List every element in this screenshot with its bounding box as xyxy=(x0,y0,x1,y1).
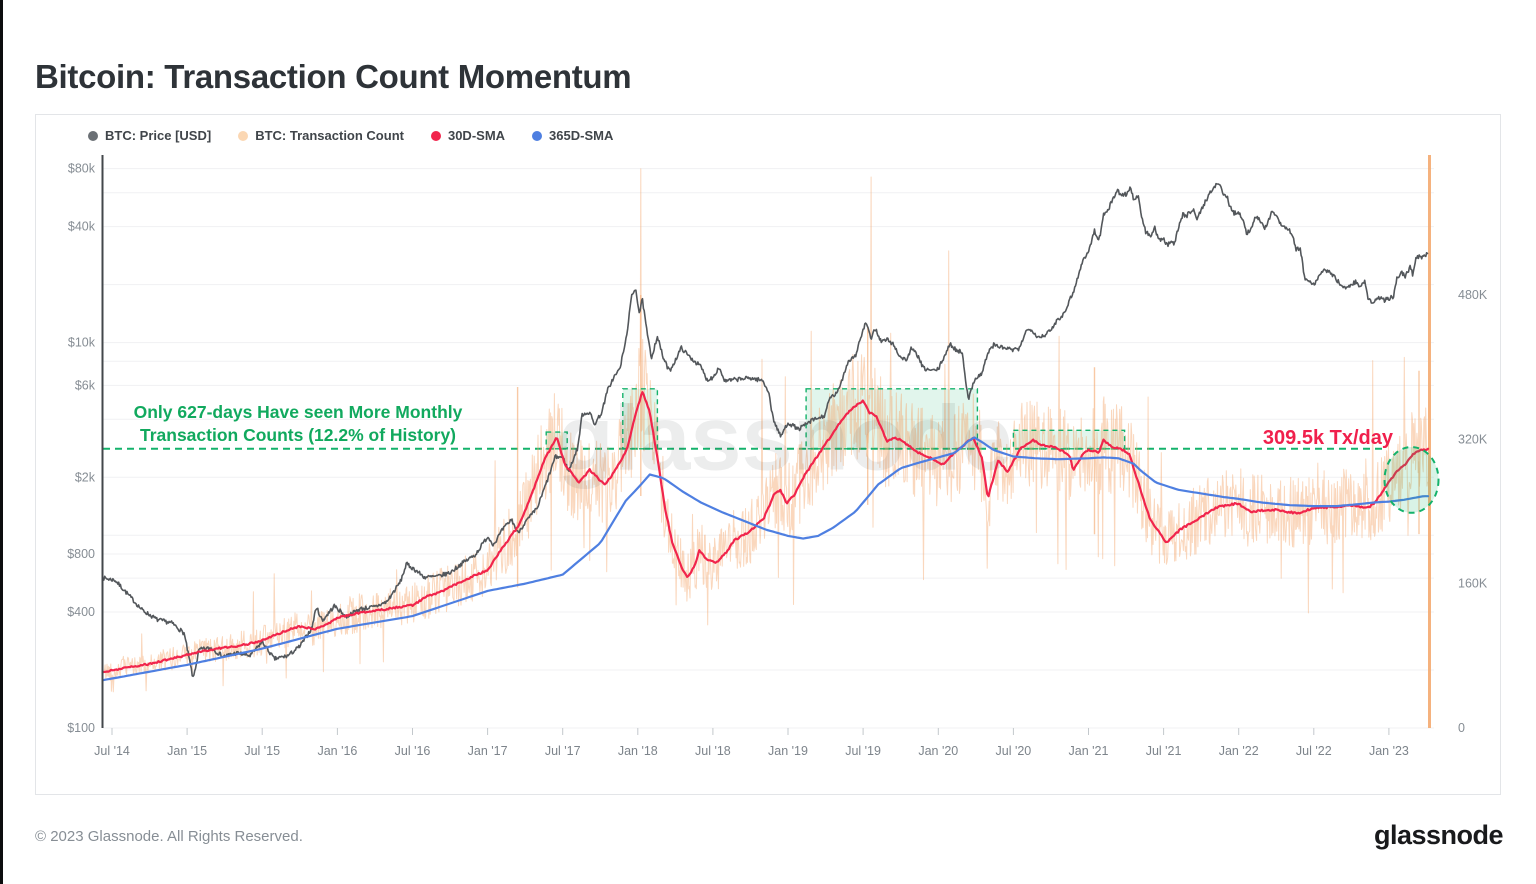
left-axis-tick-label: $40k xyxy=(68,220,96,234)
annotation-green-line1: Only 627-days Have seen More Monthly xyxy=(133,402,463,422)
left-axis-tick-label: $2k xyxy=(75,470,96,484)
annotation-green-line2: Transaction Counts (12.2% of History) xyxy=(139,425,457,445)
right-axis-tick-label: 160K xyxy=(1458,577,1488,591)
x-axis-tick-label: Jan '18 xyxy=(618,744,658,758)
x-axis-tick-label: Jul '18 xyxy=(695,744,731,758)
chart-card: BTC: Price [USD] BTC: Transaction Count 30… xyxy=(35,114,1501,795)
x-axis-tick-label: Jul '19 xyxy=(845,744,881,758)
window-edge xyxy=(0,0,3,884)
x-axis-tick-label: Jan '23 xyxy=(1369,744,1409,758)
x-axis-tick-label: Jul '21 xyxy=(1146,744,1182,758)
legend-item-btc-transaction-count[interactable]: BTC: Transaction Count xyxy=(238,128,404,143)
annotation-red: 309.5k Tx/day xyxy=(1262,427,1393,449)
chart-canvas[interactable]: glassnode $80k $40k $10k $6k $2k $800 $400 $100 4… xyxy=(36,115,1500,794)
legend-label: 365D-SMA xyxy=(549,128,614,143)
page-title: Bitcoin: Transaction Count Momentum xyxy=(35,58,632,96)
right-axis-tick-label: 320K xyxy=(1458,432,1488,446)
x-axis-tick-label: Jan '15 xyxy=(167,744,207,758)
left-axis-tick-label: $6k xyxy=(75,378,96,392)
x-axis-tick-label: Jul '22 xyxy=(1296,744,1332,758)
x-axis-tick-label: Jan '16 xyxy=(317,744,357,758)
x-axis-tick-label: Jul '15 xyxy=(244,744,280,758)
x-axis-tick-label: Jan '21 xyxy=(1069,744,1109,758)
left-axis-tick-label: $400 xyxy=(67,605,95,619)
x-axis-tick-label: Jan '22 xyxy=(1219,744,1259,758)
x-axis-tick-label: Jul '16 xyxy=(395,744,431,758)
legend-label: BTC: Price [USD] xyxy=(105,128,212,143)
legend-dot-icon xyxy=(238,130,249,141)
right-axis-tick-label: 0 xyxy=(1458,721,1465,735)
left-axis-tick-label: $10k xyxy=(68,336,96,350)
left-axis-tick-label: $80k xyxy=(68,162,96,176)
brand-wordmark: glassnode xyxy=(1373,820,1504,850)
legend-item-365d-sma[interactable]: 365D-SMA xyxy=(532,128,613,143)
x-axis-tick-label: Jan '19 xyxy=(768,744,808,758)
x-axis-tick-label: Jan '20 xyxy=(918,744,958,758)
legend-item-30d-sma[interactable]: 30D-SMA xyxy=(430,128,506,143)
legend-label: BTC: Transaction Count xyxy=(255,128,404,143)
left-axis-tick-label: $800 xyxy=(67,547,95,561)
x-axis-tick-label: Jul '14 xyxy=(94,744,130,758)
x-axis-tick-label: Jul '17 xyxy=(545,744,581,758)
x-axis-tick-label: Jul '20 xyxy=(996,744,1032,758)
legend-dot-icon xyxy=(532,130,543,141)
chart-legend: BTC: Price [USD] BTC: Transaction Count 30… xyxy=(88,128,613,143)
legend-dot-icon xyxy=(88,130,98,141)
watermark: glassnode xyxy=(557,387,1012,489)
annotation-green: Only 627-days Have seen More Monthly Tra… xyxy=(117,401,479,447)
right-axis-tick-label: 480K xyxy=(1458,288,1488,302)
legend-label: 30D-SMA xyxy=(447,128,506,143)
legend-item-btc-price-usd[interactable]: BTC: Price [USD] xyxy=(88,128,211,143)
footer-copyright: © 2023 Glassnode. All Rights Reserved. xyxy=(35,828,303,845)
x-axis-tick-label: Jan '17 xyxy=(468,744,508,758)
left-axis-tick-label: $100 xyxy=(67,721,95,735)
legend-dot-icon xyxy=(430,130,441,141)
